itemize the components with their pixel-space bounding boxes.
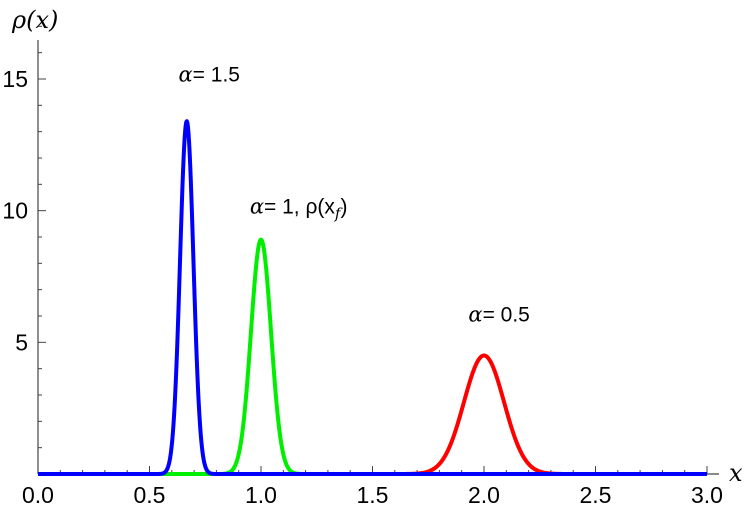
annotation-text: = 1.5 [193, 64, 240, 87]
series-line-1 [36, 237, 709, 476]
x-tick-label: 0.5 [134, 482, 166, 508]
annotation-2: α= 0.5 [468, 302, 529, 326]
x-tick-label: 2.0 [468, 482, 500, 508]
annotations: α= 1.5α= 1, ρ(xf)α= 0.5 [178, 63, 529, 327]
alpha-symbol: α [250, 194, 264, 218]
x-tick-label: 1.5 [357, 482, 389, 508]
series-group [36, 119, 709, 476]
series-line-2 [36, 119, 709, 476]
axes [37, 25, 719, 475]
annotation-close: ) [340, 195, 347, 218]
annotation-subscript: f [334, 204, 343, 222]
x-tick-label: 3.0 [691, 482, 723, 508]
y-axis-label: ρ(x) [11, 6, 58, 34]
alpha-symbol: α [468, 302, 482, 326]
annotation-0: α= 1.5 [178, 63, 239, 87]
series-line-0 [36, 353, 709, 476]
x-tick-label: 2.5 [580, 482, 612, 508]
annotation-1: α= 1, ρ(xf) [250, 194, 348, 222]
x-tick-label: 0.0 [22, 482, 54, 508]
y-tick-label: 5 [15, 329, 28, 355]
y-tick-label: 10 [2, 198, 28, 224]
tick-labels: 0.0 0.5 1.0 1.5 2.0 2.5 3.0 5 10 15 [2, 66, 723, 508]
x-tick-label: 1.0 [245, 482, 277, 508]
x-axis-label: x [729, 459, 743, 487]
annotation-text: = 0.5 [483, 303, 530, 326]
annotation-text: = 1, ρ(x [264, 195, 335, 218]
alpha-symbol: α [178, 63, 192, 87]
y-tick-label: 15 [2, 66, 28, 92]
